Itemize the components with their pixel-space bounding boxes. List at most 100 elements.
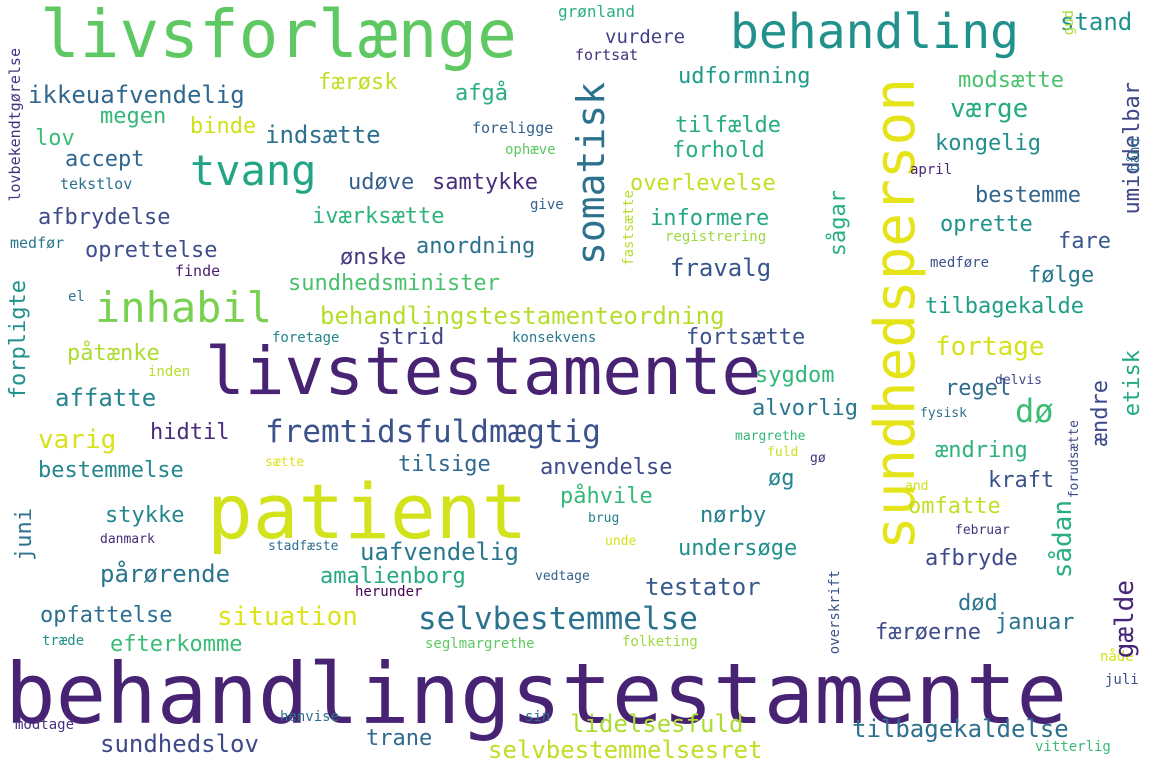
word: sådan — [1048, 500, 1078, 579]
word: forhold — [672, 138, 765, 163]
word: gø — [810, 451, 826, 466]
word: anvendelse — [540, 455, 673, 480]
word: kongelig — [935, 131, 1041, 156]
word: juli — [1105, 672, 1139, 688]
word: omfatte — [908, 494, 1001, 519]
word: ikkeuafvendelig — [28, 81, 245, 109]
word: livstestamente — [205, 333, 762, 410]
word: sygdom — [755, 363, 835, 388]
word: registrering — [665, 229, 767, 245]
word: unde — [605, 534, 637, 549]
word: fortsætte — [686, 325, 806, 350]
word: trane — [366, 726, 433, 751]
word: regel — [945, 376, 1012, 401]
word: somatisk — [569, 82, 613, 266]
word: amalienborg — [320, 564, 466, 589]
word: stadfæste — [268, 539, 339, 554]
word: testator — [645, 573, 761, 601]
word: stand — [1060, 8, 1133, 36]
word: ændring — [935, 438, 1028, 463]
word: fastsætte — [621, 190, 637, 266]
word: seglmargrethe — [425, 636, 535, 652]
word: grønland — [558, 2, 636, 21]
word: selvbestemmelse — [418, 601, 698, 637]
word: kraft — [988, 468, 1055, 493]
word: udøve — [348, 170, 415, 195]
word: delvis — [995, 373, 1042, 388]
word: fuld — [767, 445, 799, 460]
word: opfattelse — [40, 603, 173, 628]
word: overlevelse — [630, 171, 776, 196]
word: januar — [995, 610, 1075, 635]
word: megen — [100, 104, 167, 129]
word: modtage — [15, 717, 75, 733]
word: tilbagekalde — [925, 294, 1084, 319]
word: færøerne — [875, 620, 981, 645]
word: behandling — [730, 4, 1019, 60]
word: inden — [148, 364, 191, 380]
word: følge — [1028, 263, 1095, 288]
word: stykke — [105, 503, 185, 528]
word: iværksætte — [312, 204, 445, 229]
word: fysisk — [920, 406, 967, 421]
word: fortsat — [575, 46, 639, 64]
word: lidelsesfuld — [570, 710, 744, 738]
word: udformning — [678, 64, 811, 89]
word: bestemme — [975, 183, 1081, 208]
word: accept — [65, 147, 145, 172]
word: margrethe — [735, 429, 806, 444]
word: oprette — [940, 212, 1033, 237]
word: el — [68, 289, 85, 305]
word: and — [905, 479, 929, 494]
word: træde — [42, 633, 85, 649]
word: brug — [588, 511, 620, 526]
word: lov — [35, 126, 75, 151]
word: foreligge — [472, 119, 554, 137]
word: finde — [175, 262, 221, 280]
word: fremtidsfuldmægtig — [265, 414, 601, 450]
word: uafvendelig — [360, 538, 519, 566]
word: overskrift — [827, 570, 843, 655]
word: medfør — [10, 234, 65, 252]
word: vurdere — [605, 26, 686, 48]
word: gud — [1061, 10, 1077, 36]
word: nørby — [700, 503, 767, 528]
word: sundhedsminister — [288, 271, 500, 296]
word: færøsk — [318, 70, 398, 95]
word: februar — [955, 523, 1010, 538]
word: afbryde — [925, 546, 1018, 571]
word: inhabil — [95, 283, 273, 332]
word: danmark — [100, 532, 155, 547]
word: tekstlov — [60, 175, 133, 193]
word: henvise — [280, 709, 340, 725]
word: oprettelse — [85, 238, 218, 263]
word: situation — [217, 602, 358, 632]
word: binde — [190, 114, 257, 139]
word: tilfælde — [675, 113, 781, 138]
word: livsforlænge — [40, 0, 517, 73]
word: værge — [950, 94, 1029, 124]
word: hånd — [1127, 138, 1143, 172]
word: ophæve — [505, 142, 556, 158]
word: samtykke — [432, 170, 538, 195]
word: bestemmelse — [38, 458, 184, 483]
word: sågar — [826, 190, 851, 257]
word: tvang — [190, 146, 317, 195]
word: etisk — [1120, 350, 1145, 417]
word: nåde — [1100, 649, 1134, 665]
word: tilbagekaldelse — [852, 715, 1069, 743]
word: affatte — [55, 384, 157, 412]
word: informere — [650, 206, 770, 231]
word: anordning — [416, 234, 536, 259]
word: død — [958, 591, 998, 616]
word: behandlingstestamenteordning — [320, 302, 725, 330]
word: dø — [1015, 392, 1054, 430]
word: juni — [12, 508, 37, 561]
word: lovbekendtgørelse — [6, 48, 24, 202]
word: folketing — [622, 634, 698, 650]
word: fravalg — [670, 254, 772, 282]
word: vitterlig — [1035, 739, 1111, 755]
word: afbrydelse — [38, 205, 171, 230]
word: sætte — [265, 455, 305, 470]
word: medføre — [930, 255, 990, 271]
